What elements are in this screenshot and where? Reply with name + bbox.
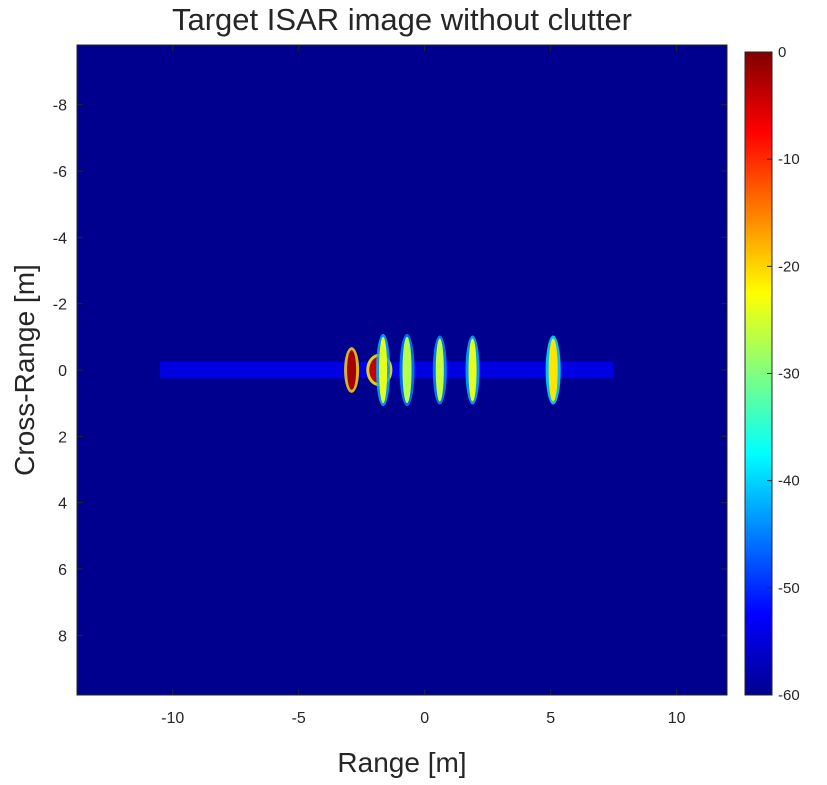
y-tick-label: 6	[58, 562, 67, 579]
x-tick-label: -10	[161, 710, 184, 727]
colorbar-tick-label: -10	[778, 151, 800, 168]
colorbar-tick-label: -20	[778, 258, 800, 275]
colorbar-tick-label: -50	[778, 580, 800, 597]
colorbar-tick-label: -40	[778, 473, 800, 490]
colorbar-ticks: 0 -10 -20 -30 -40 -50 -60	[767, 44, 800, 704]
y-tick-label: 8	[58, 628, 67, 645]
y-axis-label: Cross-Range [m]	[9, 264, 40, 476]
x-tick-label: -5	[292, 710, 306, 727]
x-tick-label: 0	[420, 710, 429, 727]
x-axis-label: Range [m]	[337, 747, 466, 778]
chart-title: Target ISAR image without clutter	[172, 2, 632, 37]
scatterer-7	[548, 338, 558, 402]
scatterer-5	[435, 338, 444, 402]
y-axis: -8 -6 -4 -2 0 2 4 6 8	[53, 98, 727, 645]
y-tick-label: 4	[58, 496, 67, 513]
x-tick-label: 10	[668, 710, 686, 727]
y-tick-label: 0	[58, 363, 67, 380]
scatterer-1	[347, 350, 357, 390]
scatterer-3	[379, 336, 388, 404]
y-tick-label: -2	[53, 297, 67, 314]
plot-area	[76, 44, 728, 696]
y-tick-label: -8	[53, 98, 67, 115]
heatmap-layer	[160, 333, 614, 407]
colorbar-tick-label: -30	[778, 366, 800, 383]
scatterer-4	[402, 336, 412, 404]
colorbar-tick-label: -60	[778, 687, 800, 704]
y-tick-label: -6	[53, 164, 67, 181]
scatterer-6	[468, 338, 477, 402]
colorbar: 0 -10 -20 -30 -40 -50 -60	[744, 44, 800, 704]
colorbar-tick-label: 0	[778, 44, 786, 61]
y-tick-label: -4	[53, 230, 67, 247]
x-tick-label: 5	[546, 710, 555, 727]
x-axis: -10 -5 0 5 10	[161, 45, 686, 727]
y-tick-label: 2	[58, 429, 67, 446]
